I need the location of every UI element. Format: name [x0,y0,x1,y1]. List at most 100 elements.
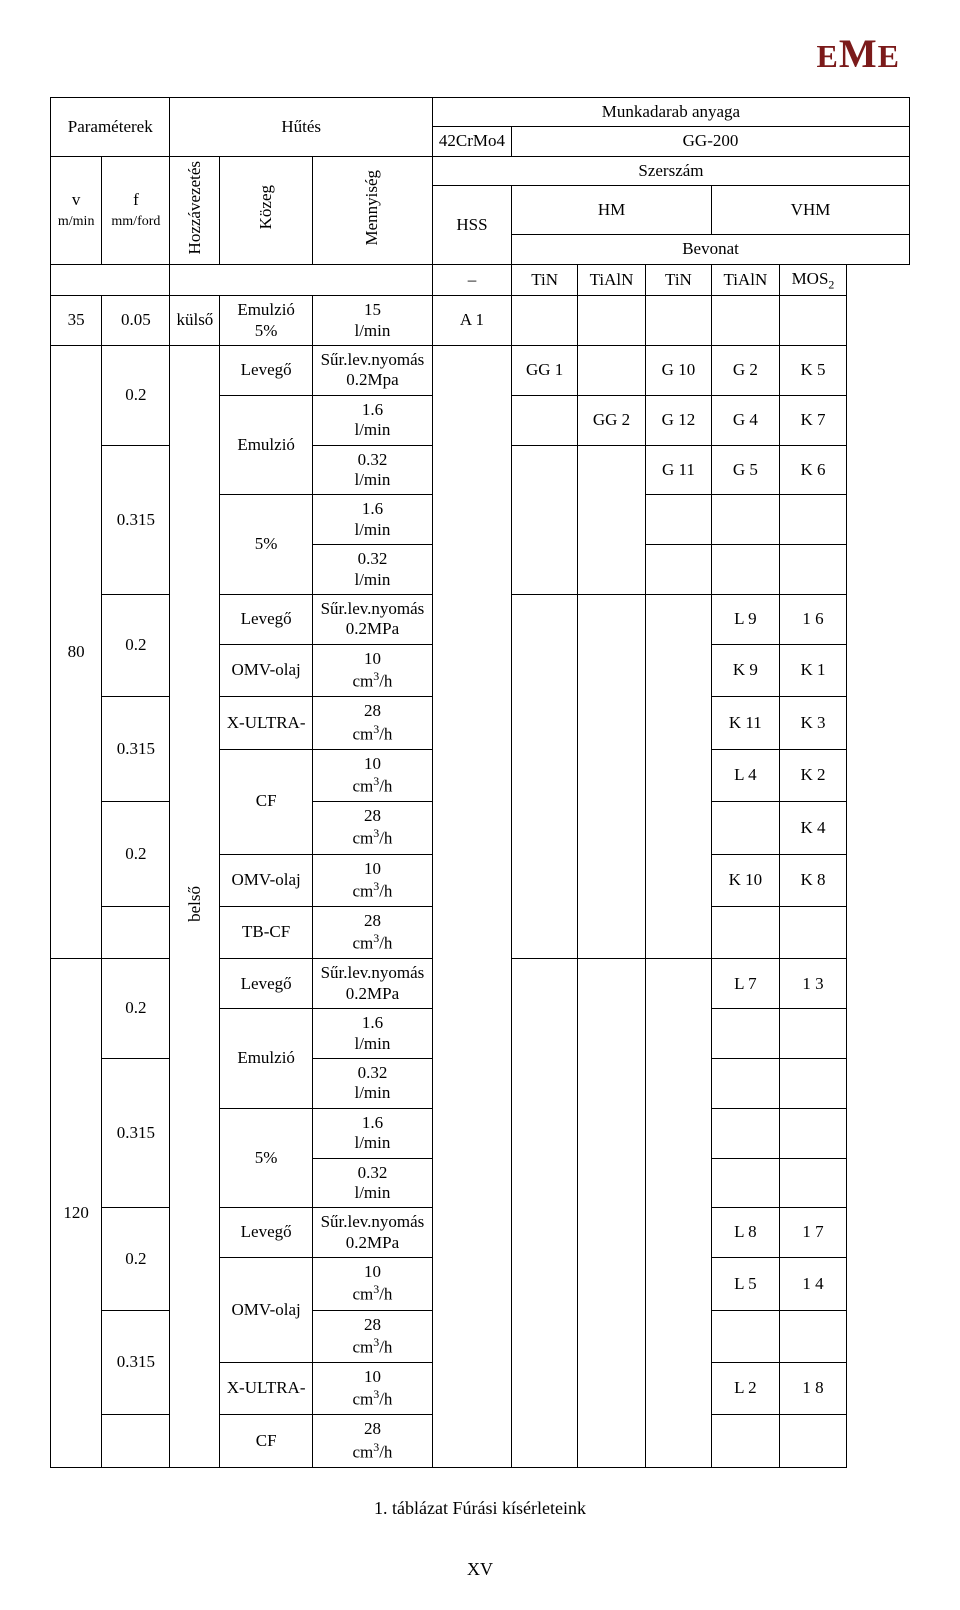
hdr-kozeg: Közeg [220,156,313,264]
qty-10-4: 10cm3/h [312,1258,432,1310]
qty-28-4: 28cm3/h [312,1310,432,1362]
qty-28-2: 28cm3/h [312,802,432,854]
code-gg2: GG 2 [578,395,646,445]
f-02-a: 0.2 [102,346,170,446]
coat-tialn2: TiAlN [712,264,780,296]
code-k4: K 4 [779,802,847,854]
f-blank1 [102,906,170,958]
code-g10: G 10 [645,346,711,396]
code-k10: K 10 [712,854,780,906]
qty-032-1: 0.32l/min [312,445,432,495]
page-number: XV [50,1559,910,1580]
qty-032-4: 0.32l/min [312,1158,432,1208]
med-5pct1: 5% [220,495,313,595]
code-k9: K 9 [712,644,780,696]
code-l5: L 5 [712,1258,780,1310]
code-g12: G 12 [645,395,711,445]
f-02-e: 0.2 [102,1208,170,1310]
code-k5: K 5 [779,346,847,396]
code-k6: K 6 [779,445,847,495]
qty-surlev4: Sűr.lev.nyomás0.2MPa [312,1208,432,1258]
f-02-c: 0.2 [102,802,170,907]
hdr-42crmo4: 42CrMo4 [432,127,511,156]
med-levego2: Levegő [220,594,313,644]
code-l4: L 4 [712,749,780,801]
code-l8: L 8 [712,1208,780,1258]
med-cf2: CF [220,1415,313,1467]
med-tbcf: TB-CF [220,906,313,958]
hozz-kulso: külső [170,296,220,346]
qty-28-5: 28cm3/h [312,1415,432,1467]
experiment-table: Paraméterek Hűtés Munkadarab anyaga 42Cr… [50,97,910,1468]
code-17: 1 7 [779,1208,847,1258]
qty-28-1: 28cm3/h [312,697,432,749]
v-35: 35 [51,296,102,346]
hdr-bevonat: Bevonat [512,235,910,264]
med-cf1: CF [220,749,313,854]
coat-dash: – [432,264,511,296]
code-18: 1 8 [779,1362,847,1414]
hdr-hutes: Hűtés [170,98,432,157]
med-xultra2: X-ULTRA- [220,1362,313,1414]
hdr-hss: HSS [432,186,511,264]
med-levego3: Levegő [220,959,313,1009]
qty-28-3: 28cm3/h [312,906,432,958]
med-emul5: Emulzió5% [220,296,313,346]
logo: EME [50,30,910,77]
med-5pct2: 5% [220,1108,313,1208]
code-k8: K 8 [779,854,847,906]
hdr-munkadarab: Munkadarab anyaga [432,98,909,127]
f-02-d: 0.2 [102,959,170,1059]
med-omv2: OMV-olaj [220,854,313,906]
code-l2: L 2 [712,1362,780,1414]
coat-mos2: MOS2 [779,264,847,296]
qty-surlev1: Sűr.lev.nyomás0.2Mpa [312,346,432,396]
code-g11: G 11 [645,445,711,495]
med-levego4: Levegő [220,1208,313,1258]
qty-10-1: 10cm3/h [312,644,432,696]
v-80: 80 [51,346,102,959]
med-omv1: OMV-olaj [220,644,313,696]
qty-surlev3: Sűr.lev.nyomás0.2MPa [312,959,432,1009]
code-l7: L 7 [712,959,780,1009]
code-k7: K 7 [779,395,847,445]
f-0315-a: 0.315 [102,445,170,594]
hdr-szerszam: Szerszám [432,156,909,185]
f-0315-d: 0.315 [102,1310,170,1415]
code-l9: L 9 [712,594,780,644]
qty-16-4: 1.6l/min [312,1108,432,1158]
f-0315-c: 0.315 [102,1058,170,1207]
hdr-parameterek: Paraméterek [51,98,170,157]
code-g5: G 5 [712,445,780,495]
med-omv3: OMV-olaj [220,1258,313,1363]
qty-032-2: 0.32l/min [312,545,432,595]
hdr-mennyiseg: Mennyiség [312,156,432,264]
qty-16-3: 1.6l/min [312,1009,432,1059]
code-14: 1 4 [779,1258,847,1310]
code-a1: A 1 [432,296,511,346]
hdr-hm: HM [512,186,712,235]
qty-10-5: 10cm3/h [312,1362,432,1414]
v-120: 120 [51,959,102,1467]
med-xultra1: X-ULTRA- [220,697,313,749]
qty-15: 15l/min [312,296,432,346]
qty-10-2: 10cm3/h [312,749,432,801]
f-0315-b: 0.315 [102,697,170,802]
logo-mid: M [839,31,878,76]
f-02-b: 0.2 [102,594,170,696]
qty-16-1: 1.6l/min [312,395,432,445]
coat-tialn1: TiAlN [578,264,646,296]
med-emulzio2: Emulzió [220,1009,313,1109]
hozz-belso: belső [170,346,220,1468]
code-k1: K 1 [779,644,847,696]
f-005: 0.05 [102,296,170,346]
qty-10-3: 10cm3/h [312,854,432,906]
table-caption: 1. táblázat Fúrási kísérleteink [50,1498,910,1519]
f-blank2 [102,1415,170,1467]
code-k11: K 11 [712,697,780,749]
code-13: 1 3 [779,959,847,1009]
coat-tin1: TiN [512,264,578,296]
code-g2: G 2 [712,346,780,396]
logo-suffix: E [878,38,900,74]
hdr-f: fmm/ford [102,156,170,264]
